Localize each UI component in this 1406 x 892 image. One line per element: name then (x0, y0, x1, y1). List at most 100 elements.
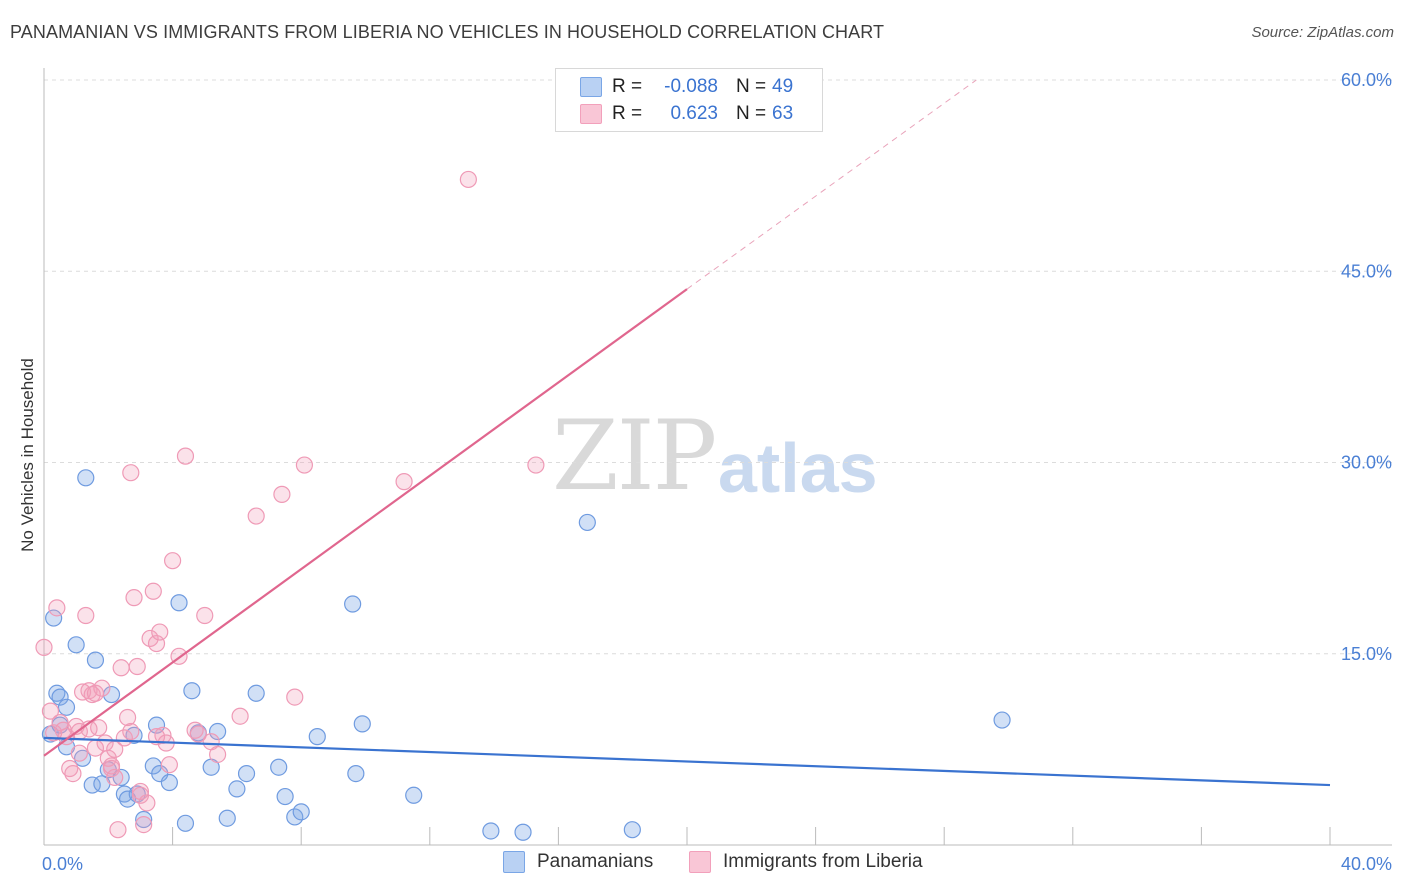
point-panamanian (170, 594, 188, 612)
trend-line-liberia (686, 79, 977, 290)
point-panamanian (993, 711, 1011, 729)
point-liberia (48, 599, 66, 617)
point-liberia (112, 659, 130, 677)
point-liberia (122, 722, 140, 741)
point-liberia (64, 764, 82, 783)
legend-n-value: 49 (772, 76, 794, 97)
legend-label: Immigrants from Liberia (723, 851, 923, 872)
point-panamanian (353, 715, 371, 733)
chart-title: PANAMANIAN VS IMMIGRANTS FROM LIBERIA NO… (10, 22, 885, 42)
legend-n-value: 63 (772, 103, 794, 124)
point-panamanian (237, 764, 256, 783)
point-panamanian (209, 722, 227, 741)
point-liberia (86, 684, 105, 702)
point-liberia (118, 708, 137, 727)
point-liberia (147, 728, 166, 746)
point-panamanian (135, 810, 153, 829)
legend-r-label: R = (612, 103, 643, 124)
legend-row-panamanians: R = -0.088 N = 49 (556, 73, 822, 101)
legend-swatch-blue (503, 851, 525, 873)
point-liberia (395, 473, 413, 491)
y-tick-label: 60.0% (1341, 70, 1392, 90)
legend-swatch-pink (689, 851, 711, 873)
x-tick-label: 0.0% (42, 854, 83, 874)
legend-n-label: N = (736, 76, 767, 97)
point-liberia (70, 744, 88, 762)
point-panamanian (51, 688, 69, 706)
point-panamanian (623, 821, 641, 839)
y-tick-label: 15.0% (1341, 644, 1392, 664)
legend-row-liberia: R = 0.623 N = 63 (556, 100, 822, 128)
watermark-zip: ZIP (552, 400, 717, 512)
point-liberia (41, 702, 60, 720)
trend-line-liberia (43, 288, 688, 757)
point-liberia (122, 464, 140, 482)
legend-label: Panamanians (537, 851, 654, 872)
point-liberia (135, 815, 153, 834)
legend-n-label: N = (736, 103, 767, 124)
point-panamanian (578, 513, 596, 532)
point-panamanian (308, 728, 326, 746)
point-panamanian (270, 758, 288, 776)
x-tick-label: 40.0% (1341, 854, 1392, 874)
legend-swatch-blue (580, 77, 602, 97)
point-panamanian (347, 764, 365, 783)
point-liberia (527, 456, 545, 474)
point-panamanian (183, 682, 201, 700)
point-panamanian (86, 651, 105, 669)
point-liberia (231, 707, 249, 725)
point-liberia (295, 456, 314, 474)
point-panamanian (57, 698, 76, 716)
point-liberia (131, 782, 150, 801)
legend-r-label: R = (612, 76, 643, 97)
point-liberia (61, 759, 79, 778)
point-panamanian (247, 684, 265, 702)
point-liberia (144, 582, 162, 600)
point-liberia (196, 606, 214, 625)
point-liberia (273, 485, 291, 503)
point-liberia (286, 688, 304, 706)
point-liberia (160, 756, 178, 774)
point-liberia (125, 589, 143, 607)
source-label: Source: ZipAtlas.com (1251, 24, 1394, 41)
point-panamanian (218, 809, 236, 827)
point-panamanian (176, 814, 195, 832)
series-legend: Panamanians Immigrants from Liberia (0, 851, 1406, 879)
point-liberia (45, 724, 63, 742)
series-liberia (35, 170, 545, 839)
point-panamanian (73, 749, 92, 767)
point-liberia (209, 745, 227, 764)
tick-labels: 15.0% 30.0% 45.0% 60.0% 0.0% 40.0% (42, 70, 1392, 874)
series-panamanians (41, 469, 1011, 841)
point-panamanian (228, 780, 246, 798)
point-liberia (151, 623, 169, 641)
trend-line-panamanians (43, 736, 1331, 787)
gridlines (44, 79, 1392, 655)
trend-lines (43, 79, 1331, 787)
point-liberia (128, 657, 146, 676)
point-panamanian (344, 595, 362, 613)
point-liberia (106, 740, 124, 758)
point-panamanian (77, 469, 95, 487)
point-panamanian (45, 609, 63, 627)
point-liberia (109, 821, 127, 839)
point-panamanian (292, 803, 310, 821)
point-liberia (35, 638, 53, 656)
point-panamanian (118, 790, 137, 808)
legend-r-value: -0.088 (664, 76, 718, 97)
point-panamanian (160, 773, 178, 792)
point-panamanian (514, 823, 532, 841)
stats-legend: R = -0.088 N = 49 R = 0.623 N = 63 (555, 68, 823, 132)
legend-item-liberia[interactable]: Immigrants from Liberia (689, 851, 923, 873)
y-tick-label: 45.0% (1341, 261, 1392, 281)
point-panamanian (67, 636, 85, 654)
point-liberia (176, 447, 195, 465)
legend-swatch-pink (580, 104, 602, 124)
axes (43, 68, 1392, 846)
point-panamanian (405, 786, 423, 804)
point-liberia (164, 552, 182, 570)
legend-item-panamanians[interactable]: Panamanians (503, 851, 653, 873)
point-liberia (189, 725, 207, 743)
watermark-atlas: atlas (718, 429, 878, 507)
